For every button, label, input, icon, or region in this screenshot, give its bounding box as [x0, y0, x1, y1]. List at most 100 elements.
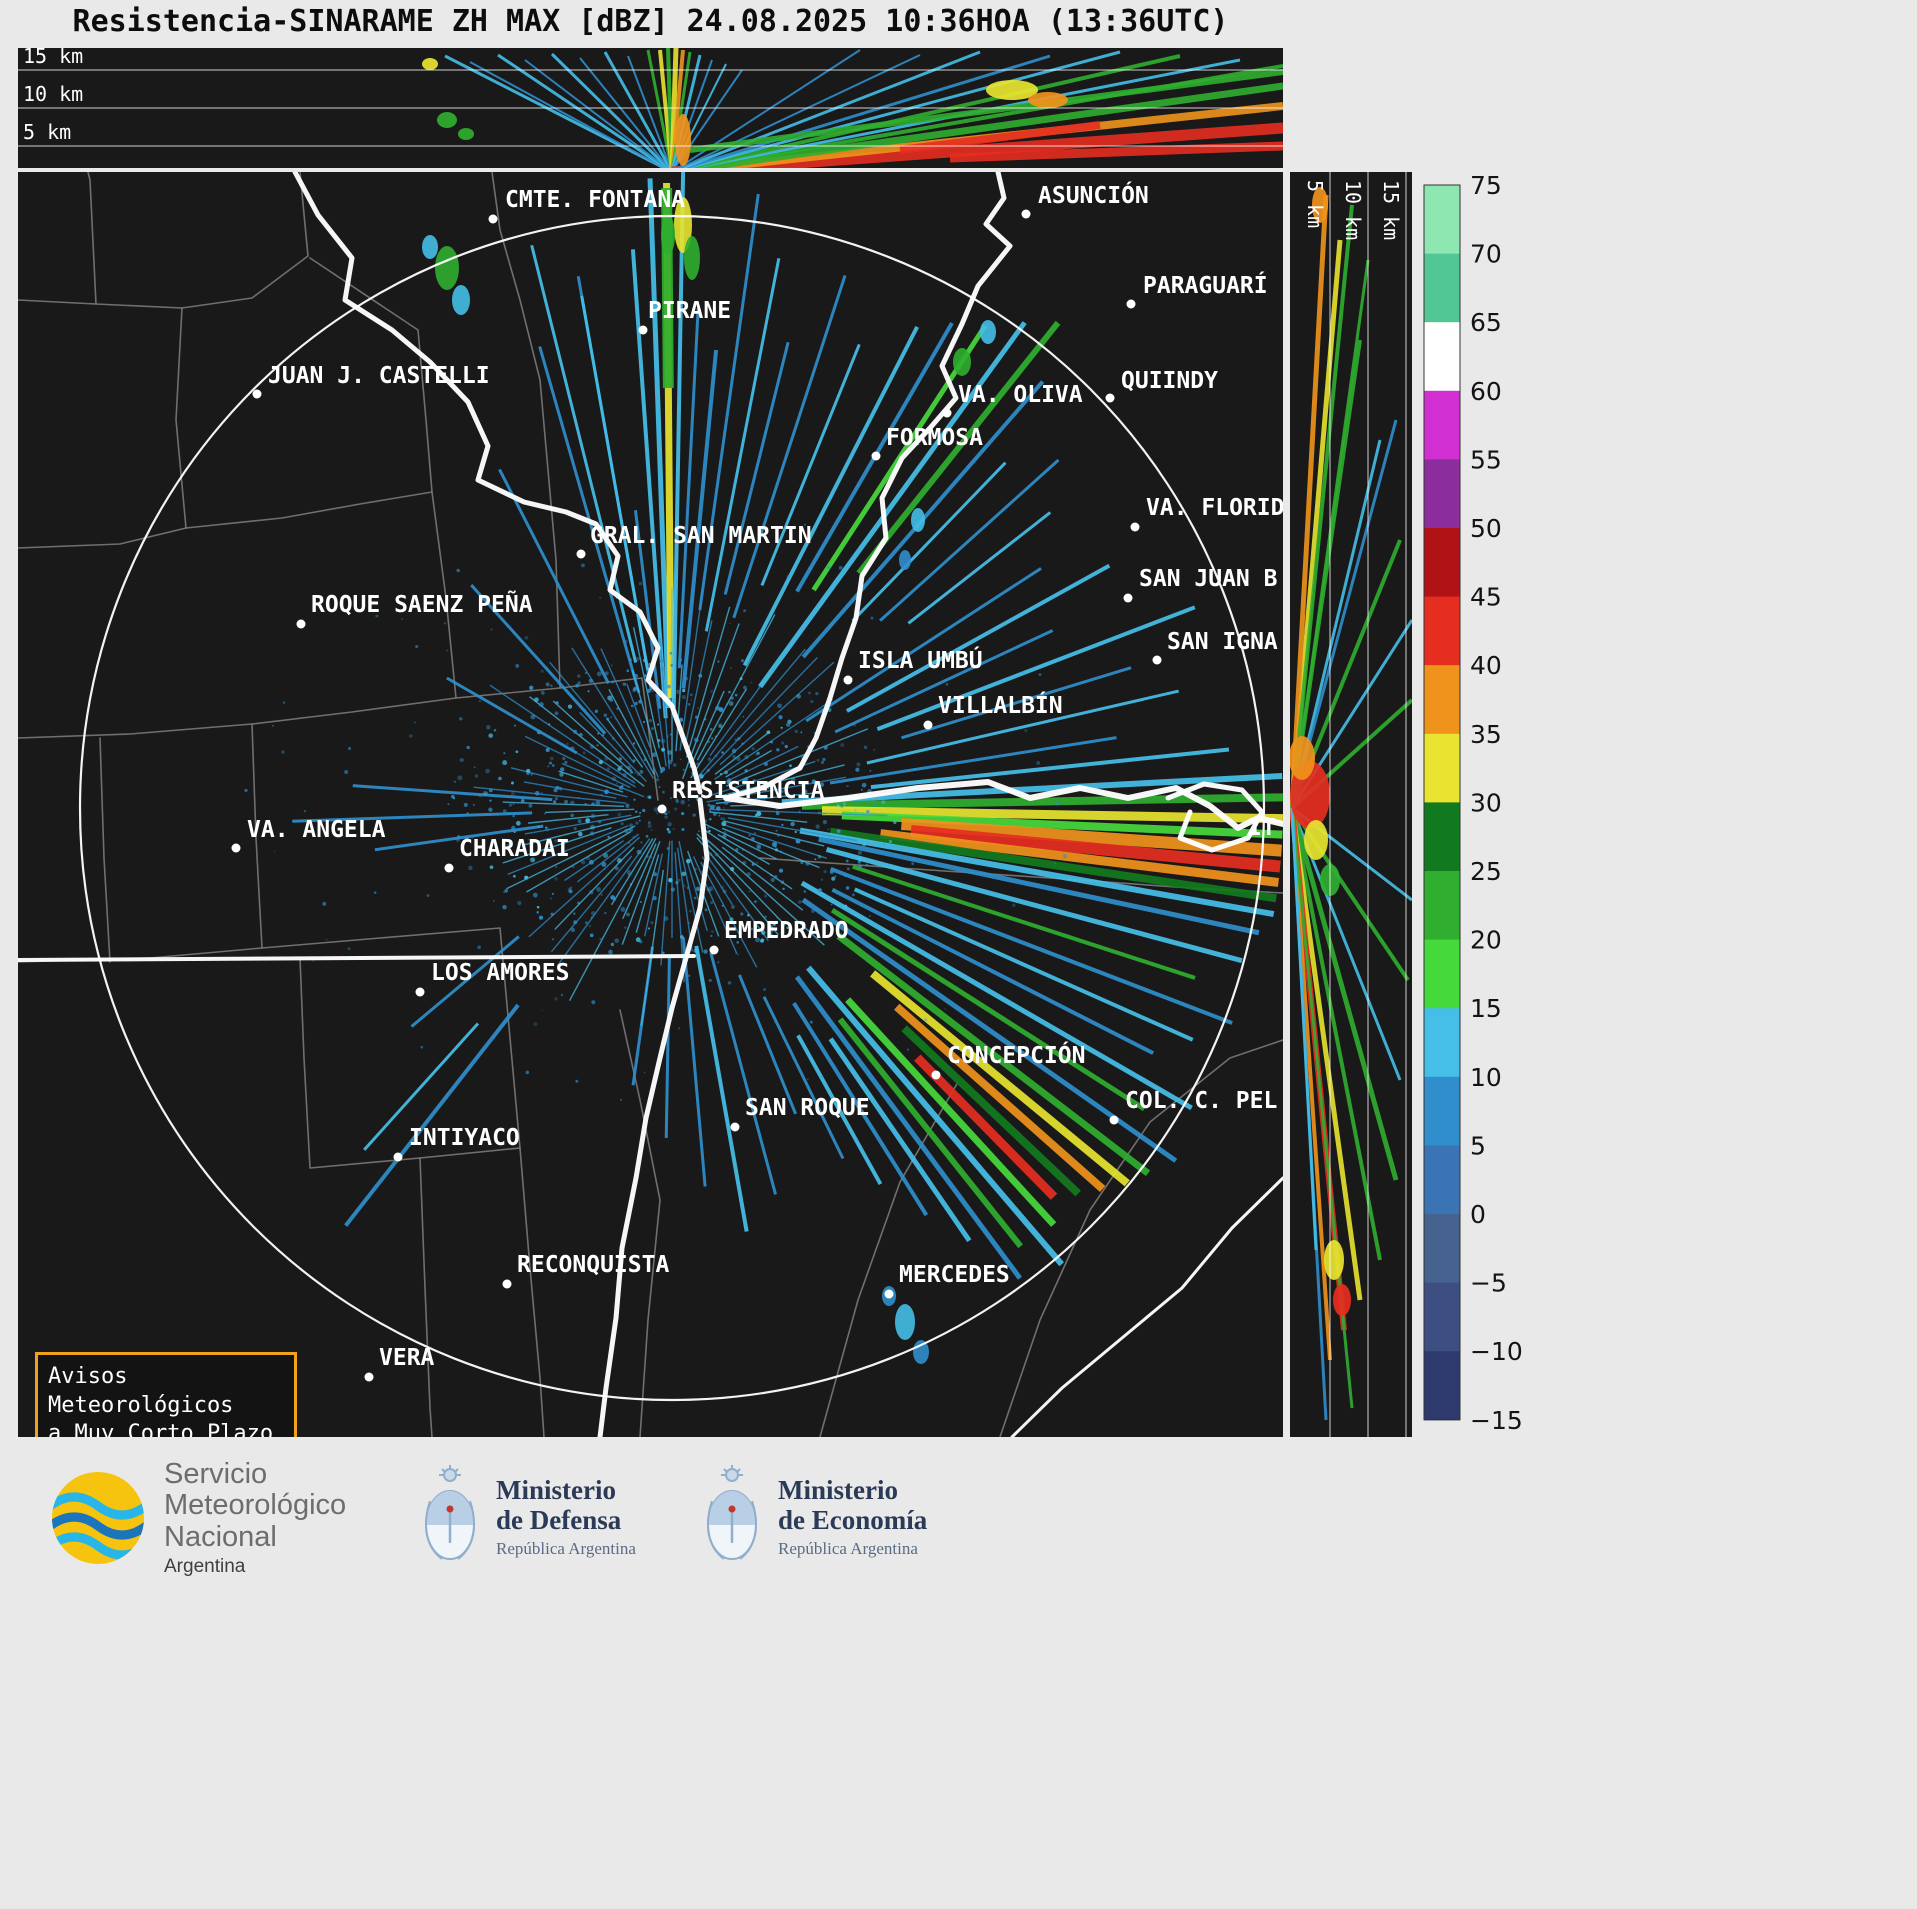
city-dot [415, 987, 425, 997]
clutter-dot [729, 622, 731, 625]
clutter-dot [854, 808, 857, 812]
clutter-dot [836, 804, 840, 807]
clutter-dot [603, 868, 606, 871]
clutter-dot [484, 791, 489, 796]
clutter-ray [576, 833, 640, 883]
clutter-dot [601, 861, 607, 867]
clutter-dot [667, 735, 669, 737]
clutter-dot [585, 818, 591, 823]
clutter-dot [675, 797, 679, 801]
clutter-dot [625, 803, 630, 808]
clutter-ray [685, 606, 731, 758]
clutter-dot [533, 1022, 538, 1027]
clutter-dot [779, 818, 782, 821]
clutter-ray [635, 854, 660, 933]
clutter-dot [669, 733, 672, 736]
clutter-dot [633, 798, 636, 801]
clutter-dot [686, 886, 690, 890]
clutter-dot [554, 877, 558, 881]
colorbar-band [1424, 596, 1460, 666]
cross-section-blob [458, 128, 474, 140]
clutter-dot [426, 894, 430, 897]
range-ring [78, 214, 1266, 1402]
clutter-dot [803, 523, 806, 526]
clutter-dot [716, 806, 721, 811]
colorbar-tick-label: −15 [1470, 1406, 1523, 1435]
clutter-dot [420, 1045, 424, 1049]
warning-line: Avisos Meteorológicos [48, 1364, 234, 1418]
clutter-dot [945, 682, 949, 686]
clutter-dot [488, 733, 493, 738]
clutter-dot [561, 686, 565, 689]
clutter-dot [695, 886, 701, 892]
colorbar-tick-label: −10 [1470, 1337, 1523, 1366]
radar-echo-spoke [805, 567, 1042, 723]
clutter-dot [678, 717, 684, 722]
clutter-dot [739, 677, 743, 681]
clutter-dot [564, 760, 568, 764]
clutter-dot [540, 792, 543, 795]
radar-echo-spoke [834, 629, 1054, 734]
clutter-dot [588, 678, 593, 683]
clutter-dot [823, 870, 827, 874]
clutter-dot [873, 803, 877, 807]
smn-name-line: Nacional [164, 1520, 277, 1553]
clutter-dot [617, 812, 622, 817]
clutter-dot [511, 791, 515, 796]
clutter-dot [610, 942, 615, 947]
clutter-dot [766, 730, 771, 735]
clutter-dot [737, 736, 741, 741]
city-label: CONCEPCIÓN [947, 1041, 1085, 1069]
clutter-dot [689, 909, 692, 913]
clutter-ray [600, 648, 659, 778]
top-cross-section-art: 15 km 10 km 5 km [18, 48, 1283, 168]
radar-echo-spoke [792, 1001, 929, 1217]
clutter-dot [583, 708, 587, 711]
clutter-dot [506, 843, 512, 848]
clutter-dot [862, 950, 865, 953]
clutter-dot [489, 799, 492, 802]
clutter-dot [650, 921, 654, 925]
clutter-dot [923, 1017, 928, 1022]
clutter-dot [818, 888, 822, 893]
clutter-dot [690, 699, 692, 701]
clutter-dot [846, 867, 850, 871]
clutter-dot [659, 659, 664, 663]
clutter-dot [667, 830, 671, 834]
clutter-dot [805, 861, 810, 866]
city-dot [502, 1279, 512, 1289]
clutter-ray [719, 661, 835, 766]
clutter-dot [775, 829, 778, 832]
clutter-dot [760, 930, 766, 935]
city-dot [1130, 522, 1140, 532]
clutter-ray [678, 840, 704, 953]
clutter-dot [611, 776, 617, 782]
clutter-dot [820, 831, 823, 834]
radar-echo-blob [452, 285, 470, 315]
clutter-dot [375, 614, 379, 618]
clutter-dot [687, 804, 690, 807]
clutter-dot [820, 878, 824, 881]
clutter-dot [646, 795, 650, 799]
clutter-dot [585, 921, 588, 924]
clutter-dot [545, 747, 550, 752]
clutter-dot [553, 838, 558, 843]
clutter-dot [746, 872, 751, 877]
clutter-dot [575, 1079, 579, 1083]
clutter-dot [729, 666, 732, 669]
smn-country: Argentina [164, 1555, 246, 1577]
clutter-dot [707, 757, 712, 762]
colorbar-band [1424, 1076, 1460, 1146]
clutter-dot [551, 892, 554, 895]
clutter-dot [443, 622, 446, 625]
clutter-dot [457, 835, 461, 839]
clutter-dot [566, 742, 569, 746]
clutter-dot [616, 707, 619, 710]
city-dot [709, 945, 719, 955]
clutter-dot [768, 932, 773, 937]
clutter-dot [734, 738, 738, 742]
clutter-dot [706, 769, 710, 772]
clutter-dot [651, 752, 657, 758]
clutter-ray [632, 627, 660, 749]
